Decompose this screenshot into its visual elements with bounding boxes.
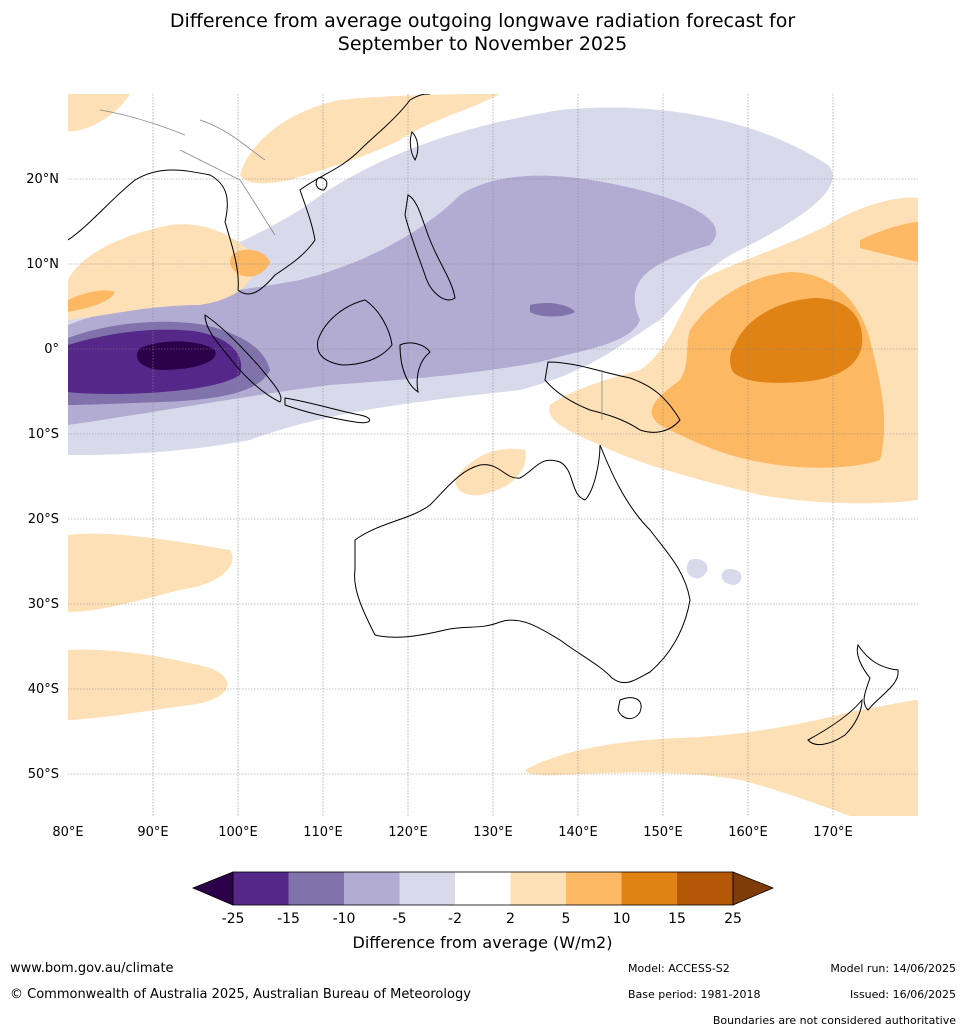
borneo-coastline [316,299,393,366]
boundary-mainland-se-asia [99,109,276,236]
colorbar-swatch [566,872,622,905]
political-boundaries [99,109,603,420]
title-line-1: Difference from average outgoing longwav… [169,10,796,32]
lat-tick-label: 10°N [26,257,59,272]
colorbar-extend-high [732,871,775,906]
colorbar-swatch [621,872,677,905]
colorbar-extend-low [191,871,234,906]
anomaly-region-2-to-5-bay-of-bengal [68,224,260,320]
lon-tick-label: 130°E [473,825,513,840]
colorbar-swatch [233,872,289,905]
lat-tick-label: 10°S [28,427,59,442]
colorbar-tick-label: -25 [222,911,245,927]
lon-tick-label: 150°E [643,825,683,840]
anomaly-region-2-to-5-indian-ocean [68,533,233,612]
map-title: Difference from average outgoing longwav… [0,10,965,56]
anomaly-region-2-to-5-north-australia [455,448,526,496]
new-zealand-north-coastline [856,643,899,711]
graticule [68,94,918,816]
longitude-labels: 80°E 90°E 100°E 110°E 120°E 130°E 140°E … [52,825,852,840]
colorbar-swatch [399,872,455,905]
anomaly-region-5-to-10-bay [230,249,270,277]
boundary-disclaimer: Boundaries are not considered authoritat… [712,1014,956,1027]
java-coastline [284,397,370,424]
anomaly-region-minus2-to-minus5-south [686,559,708,579]
lon-tick-label: 80°E [52,825,83,840]
sulawesi-coastline [399,342,431,394]
colorbar-tick-label: -2 [448,911,462,927]
philippines-coastline [404,194,456,301]
lon-tick-label: 110°E [303,825,343,840]
latitude-labels: 20°N 10°N 0° 10°S 20°S 30°S 40°S 50°S [26,172,59,782]
colorbar-swatch [288,872,344,905]
lon-tick-label: 140°E [558,825,598,840]
website-link[interactable]: www.bom.gov.au/climate [10,961,174,976]
lat-tick-label: 50°S [28,767,59,782]
issued-date: Issued: 16/06/2025 [849,988,956,1001]
colorbar-tick-label: -15 [277,911,300,927]
hainan-coastline [315,177,328,191]
colorbar-tick-label: 5 [562,911,571,927]
colorbar-tick-label: 15 [668,911,686,927]
lon-tick-label: 170°E [813,825,853,840]
lon-tick-label: 90°E [137,825,168,840]
colorbar-tick-label: 25 [724,911,742,927]
anomaly-region-2-to-5-nw [68,94,130,132]
model-run-date: Model run: 14/06/2025 [830,962,956,975]
anomaly-field [68,94,918,816]
anomaly-region-5-to-10-west [68,290,115,312]
australia-coastline [354,444,691,684]
copyright-text: © Commonwealth of Australia 2025, Austra… [10,987,471,1002]
colorbar-swatch [510,872,566,905]
title-line-2: September to November 2025 [337,33,628,55]
lat-tick-label: 20°S [28,512,59,527]
anomaly-region-below-minus25 [136,341,216,370]
lat-tick-label: 30°S [28,597,59,612]
anomaly-region-2-to-5-southern-ocean-west [68,649,228,720]
colorbar-title: Difference from average (W/m2) [352,933,613,952]
anomaly-region-minus2-to-minus5-south2 [721,568,742,585]
new-guinea-coastline [544,361,681,433]
colorbar-tick-label: 10 [613,911,631,927]
colorbar-tick-label: -5 [393,911,407,927]
tasmania-coastline [617,697,642,719]
coastlines [68,94,899,746]
colorbar-tick-label: -10 [333,911,356,927]
colorbar-frame [232,871,734,906]
anomaly-region-2-to-5-china [240,94,500,184]
lat-tick-label: 40°S [28,682,59,697]
anomaly-region-10-to-15 [730,298,863,383]
model-name: Model: ACCESS-S2 [628,962,730,975]
lon-tick-label: 120°E [388,825,428,840]
new-zealand-south-coastline [807,698,863,746]
sumatra-coastline [204,314,282,403]
lat-tick-label: 0° [44,342,59,357]
anomaly-region-minus10-to-minus15-b [530,302,575,317]
colorbar: -25 -15 -10 -5 -2 2 5 10 15 25 [191,871,775,927]
colorbar-swatch [677,872,733,905]
base-period: Base period: 1981-2018 [628,988,761,1001]
lat-tick-label: 20°N [26,172,59,187]
anomaly-region-2-to-5-southern-ocean-east [525,700,918,816]
colorbar-swatch [344,872,400,905]
colorbar-swatch [455,872,511,905]
lon-tick-label: 160°E [728,825,768,840]
lon-tick-label: 100°E [218,825,258,840]
colorbar-tick-label: 2 [506,911,515,927]
mainland-asia-coastline [68,94,431,295]
taiwan-coastline [409,131,419,162]
anomaly-region-5-to-10-ne [860,222,918,262]
